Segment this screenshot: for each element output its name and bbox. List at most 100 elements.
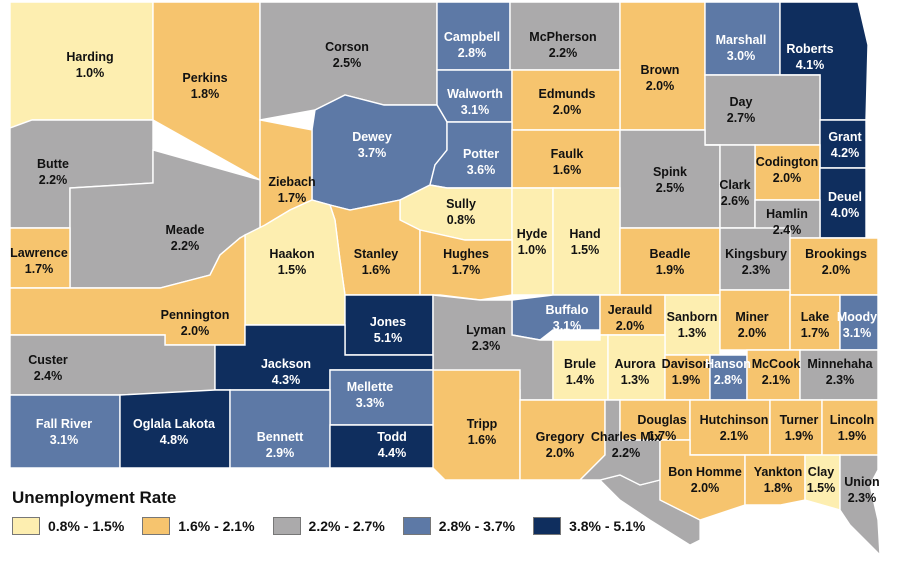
county-name: Buffalo bbox=[545, 303, 588, 317]
county-name: Brule bbox=[564, 357, 596, 371]
county-grant bbox=[819, 119, 867, 169]
county-name: Clark bbox=[719, 178, 750, 192]
county-rate: 1.3% bbox=[621, 373, 650, 387]
county-rate: 1.6% bbox=[553, 163, 582, 177]
county-name: Turner bbox=[780, 413, 819, 427]
county-name: Roberts bbox=[786, 42, 833, 56]
county-rate: 3.1% bbox=[461, 103, 490, 117]
county-name: Jerauld bbox=[608, 303, 652, 317]
county-name: Davison bbox=[662, 357, 711, 371]
county-rate: 2.5% bbox=[656, 181, 685, 195]
legend-swatch bbox=[142, 517, 171, 535]
county-rate: 1.5% bbox=[571, 243, 600, 257]
county-rate: 4.0% bbox=[831, 206, 860, 220]
county-rate: 1.4% bbox=[566, 373, 595, 387]
county-rate: 2.3% bbox=[848, 491, 877, 505]
county-rate: 1.6% bbox=[468, 433, 497, 447]
county-name: Lake bbox=[801, 310, 830, 324]
county-rate: 3.1% bbox=[50, 433, 79, 447]
county-rate: 2.6% bbox=[721, 194, 750, 208]
county-rate: 2.0% bbox=[691, 481, 720, 495]
county-name: Jackson bbox=[261, 357, 311, 371]
county-rate: 2.8% bbox=[458, 46, 487, 60]
county-rate: 1.8% bbox=[191, 87, 220, 101]
county-rate: 2.3% bbox=[826, 373, 855, 387]
county-name: Minnehaha bbox=[807, 357, 873, 371]
legend: 0.8% - 1.5% 1.6% - 2.1% 2.2% - 2.7% 2.8%… bbox=[12, 517, 663, 535]
county-union bbox=[839, 454, 881, 557]
county-rate: 4.4% bbox=[378, 446, 407, 460]
county-rate: 1.7% bbox=[801, 326, 830, 340]
county-rate: 2.7% bbox=[727, 111, 756, 125]
county-name: Jones bbox=[370, 315, 406, 329]
county-name: Potter bbox=[463, 147, 499, 161]
county-name: Hyde bbox=[517, 227, 548, 241]
county-yankton bbox=[744, 454, 806, 506]
county-name: Hughes bbox=[443, 247, 489, 261]
county-rate: 2.8% bbox=[714, 373, 743, 387]
county-name: Kingsbury bbox=[725, 247, 787, 261]
county-name: Faulk bbox=[551, 147, 584, 161]
county-name: Aurora bbox=[615, 357, 657, 371]
county-name: Brown bbox=[641, 63, 680, 77]
legend-swatch bbox=[12, 517, 40, 535]
county-name: Day bbox=[730, 95, 753, 109]
county-name: Fall River bbox=[36, 417, 92, 431]
county-rate: 2.9% bbox=[266, 446, 295, 460]
legend-label: 3.8% - 5.1% bbox=[569, 518, 646, 534]
county-rate: 1.9% bbox=[785, 429, 814, 443]
county-name: Union bbox=[844, 475, 879, 489]
legend-item: 1.6% - 2.1% bbox=[142, 517, 255, 535]
county-name: Oglala Lakota bbox=[133, 417, 216, 431]
county-buffalo bbox=[511, 294, 601, 341]
county-name: Miner bbox=[735, 310, 768, 324]
legend-label: 0.8% - 1.5% bbox=[48, 518, 125, 534]
county-name: Walworth bbox=[447, 87, 503, 101]
county-rate: 3.1% bbox=[843, 326, 872, 340]
county-name: Hutchinson bbox=[700, 413, 769, 427]
county-rate: 1.7% bbox=[25, 262, 54, 276]
county-rate: 5.1% bbox=[374, 331, 403, 345]
county-beadle bbox=[619, 227, 721, 296]
county-rate: 1.0% bbox=[518, 243, 547, 257]
county-name: Haakon bbox=[269, 247, 314, 261]
county-rate: 2.3% bbox=[472, 339, 501, 353]
county-rate: 2.0% bbox=[553, 103, 582, 117]
county-rate: 2.2% bbox=[39, 173, 68, 187]
legend-item: 0.8% - 1.5% bbox=[12, 517, 124, 535]
county-rate: 1.9% bbox=[656, 263, 685, 277]
county-name: Dewey bbox=[352, 130, 392, 144]
county-rate: 1.7% bbox=[278, 191, 307, 205]
county-rate: 4.3% bbox=[272, 373, 301, 387]
county-name: Hand bbox=[569, 227, 600, 241]
county-rate: 2.0% bbox=[646, 79, 675, 93]
county-name: Bennett bbox=[257, 430, 304, 444]
county-rate: 2.2% bbox=[612, 446, 641, 460]
county-rate: 0.8% bbox=[447, 213, 476, 227]
county-rate: 2.0% bbox=[738, 326, 767, 340]
county-name: Marshall bbox=[716, 33, 767, 47]
county-hyde bbox=[511, 187, 554, 296]
county-name: Ziebach bbox=[268, 175, 315, 189]
county-rate: 2.0% bbox=[822, 263, 851, 277]
county-name: Butte bbox=[37, 157, 69, 171]
county-name: Hamlin bbox=[766, 207, 808, 221]
county-rate: 2.2% bbox=[549, 46, 578, 60]
county-rate: 2.3% bbox=[742, 263, 771, 277]
county-name: Clay bbox=[808, 465, 834, 479]
county-fall-river bbox=[9, 394, 121, 469]
county-name: Lyman bbox=[466, 323, 506, 337]
county-name: Campbell bbox=[444, 30, 500, 44]
county-name: Gregory bbox=[536, 430, 585, 444]
county-name: McCook bbox=[752, 357, 801, 371]
county-name: Harding bbox=[66, 50, 113, 64]
county-rate: 2.4% bbox=[773, 223, 802, 237]
county-name: Lawrence bbox=[10, 246, 68, 260]
county-rate: 1.5% bbox=[807, 481, 836, 495]
county-rate: 1.7% bbox=[452, 263, 481, 277]
county-rate: 1.5% bbox=[278, 263, 307, 277]
legend-label: 1.6% - 2.1% bbox=[178, 518, 255, 534]
county-name: Codington bbox=[756, 155, 818, 169]
county-name: Grant bbox=[828, 130, 862, 144]
county-rate: 3.3% bbox=[356, 396, 385, 410]
